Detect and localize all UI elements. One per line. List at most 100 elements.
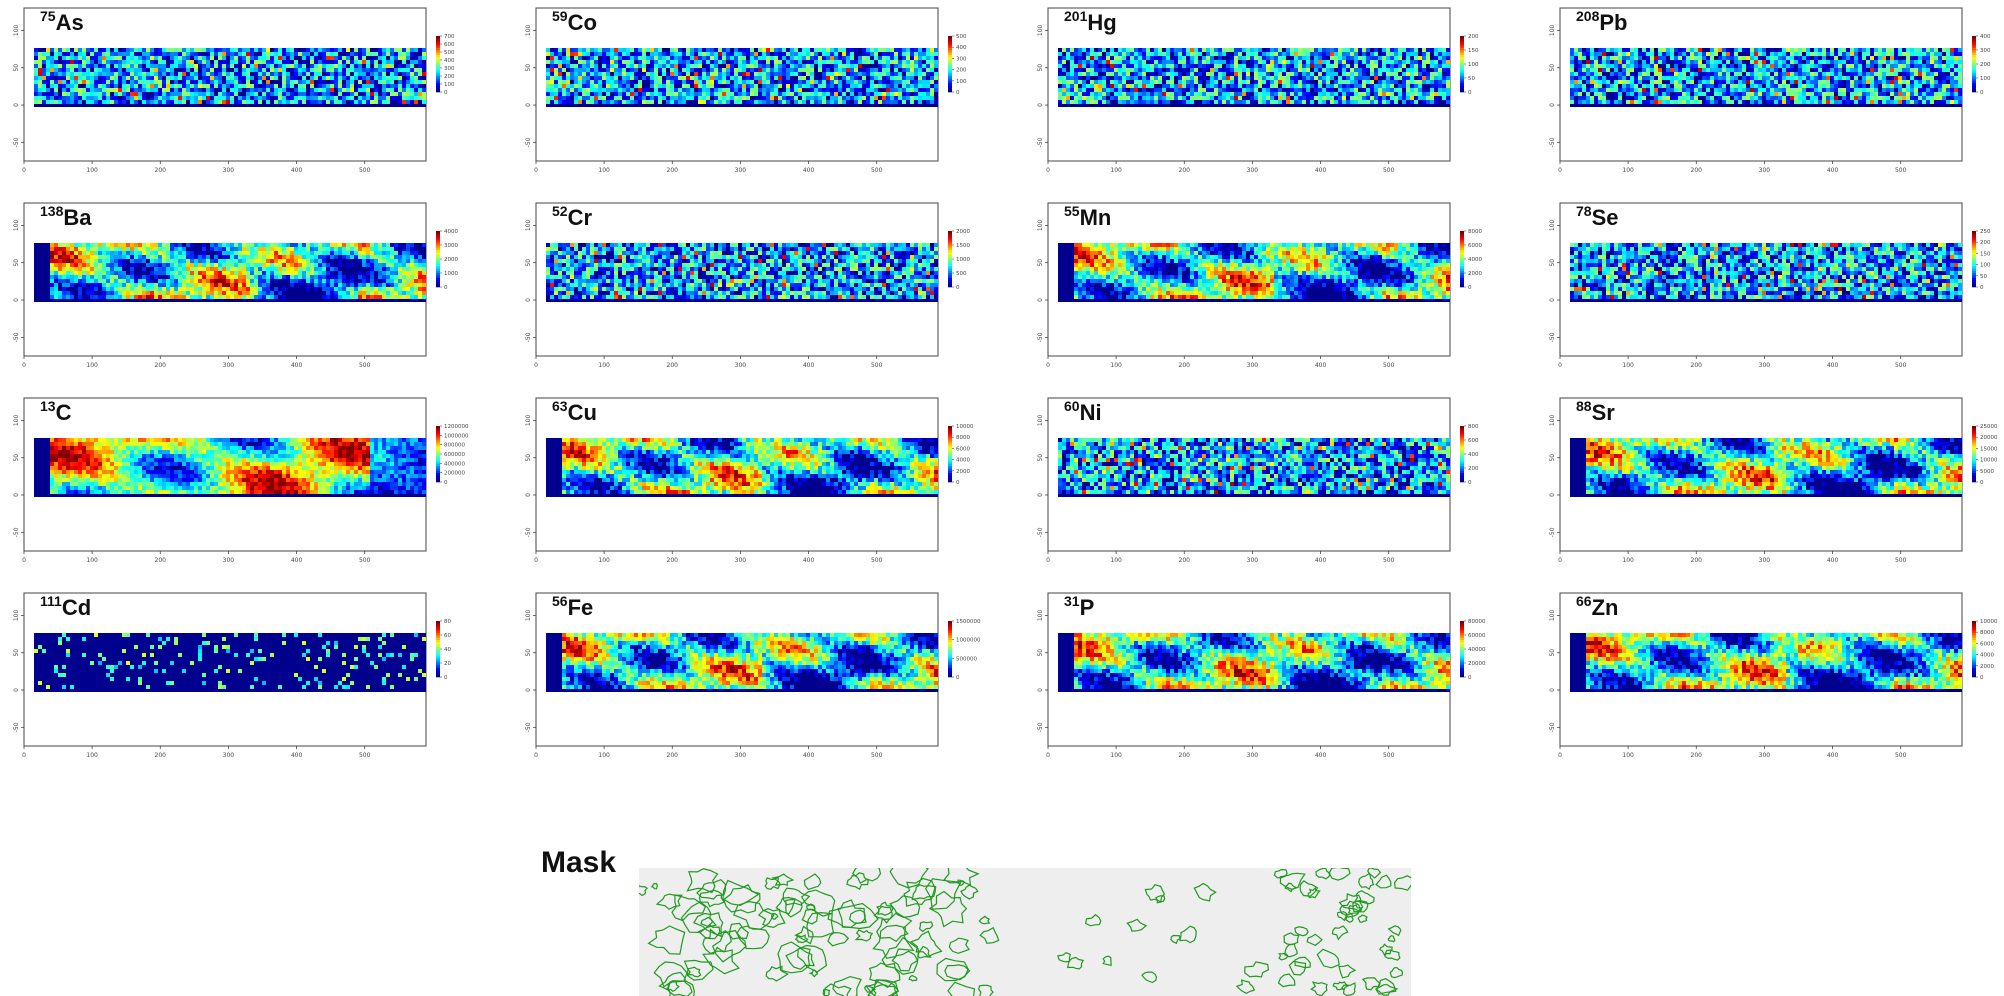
heat-cell — [1214, 64, 1218, 68]
heat-cell — [758, 80, 762, 84]
heat-cell — [142, 76, 146, 80]
x-tick-label: 200 — [667, 167, 679, 174]
heat-cell — [1266, 52, 1270, 56]
heat-cell — [1278, 56, 1282, 60]
heat-cell — [1798, 96, 1802, 100]
heat-cell — [1874, 52, 1878, 56]
heat-cell — [1070, 96, 1074, 100]
heat-cell — [1826, 84, 1830, 88]
heat-cell — [230, 64, 234, 68]
heat-cell — [1614, 48, 1618, 52]
heat-cell — [1790, 84, 1794, 88]
heat-cell — [1378, 80, 1382, 84]
heat-cell — [146, 80, 150, 84]
heat-cell — [1078, 68, 1082, 72]
heat-cell — [598, 52, 602, 56]
heat-cell — [1382, 72, 1386, 76]
heat-cell — [46, 52, 50, 56]
heat-cell — [1862, 56, 1866, 60]
heat-cell — [734, 68, 738, 72]
heat-cell — [1758, 88, 1762, 92]
heat-cell — [1838, 76, 1842, 80]
heat-cell — [318, 84, 322, 88]
heat-cell — [34, 96, 38, 100]
heat-cell — [270, 76, 274, 80]
heat-cell — [786, 100, 790, 104]
heat-cell — [1826, 92, 1830, 96]
heat-cell — [414, 92, 418, 96]
heat-cell — [1942, 48, 1946, 52]
heat-cell — [1950, 64, 1954, 68]
heat-cell — [758, 100, 762, 104]
heat-cell — [622, 48, 626, 52]
heat-cell — [1870, 64, 1874, 68]
heat-cell — [1914, 64, 1918, 68]
heat-cell — [734, 88, 738, 92]
heat-cell — [902, 92, 906, 96]
heat-cell — [202, 92, 206, 96]
heat-cell — [278, 68, 282, 72]
heat-cell — [222, 72, 226, 76]
heat-cell — [718, 56, 722, 60]
heat-cell — [1814, 76, 1818, 80]
heat-cell — [1094, 56, 1098, 60]
heat-cell — [398, 56, 402, 60]
heat-cell — [1230, 72, 1234, 76]
heat-cell — [754, 56, 758, 60]
heat-cell — [1418, 88, 1422, 92]
heat-cell — [146, 52, 150, 56]
heat-cell — [1354, 52, 1358, 56]
heat-cell — [74, 96, 78, 100]
heat-cell — [886, 48, 890, 52]
heat-cell — [1618, 56, 1622, 60]
heat-cell — [1798, 80, 1802, 84]
heat-cell — [898, 64, 902, 68]
heat-cell — [694, 96, 698, 100]
heat-cell — [714, 100, 718, 104]
heat-cell — [150, 96, 154, 100]
heat-cell — [1590, 72, 1594, 76]
heat-cell — [1162, 100, 1166, 104]
heat-cell — [1622, 56, 1626, 60]
heat-cell — [34, 64, 38, 68]
heat-cell — [622, 88, 626, 92]
heat-cell — [798, 84, 802, 88]
heat-cell — [902, 76, 906, 80]
heat-cell — [1166, 60, 1170, 64]
heat-cell — [1190, 80, 1194, 84]
heat-cell — [738, 56, 742, 60]
heat-cell — [886, 84, 890, 88]
heat-cell — [1890, 92, 1894, 96]
heat-cell — [590, 64, 594, 68]
heat-cell — [1270, 80, 1274, 84]
heat-cell — [914, 100, 918, 104]
heat-cell — [1398, 76, 1402, 80]
heat-cell — [1406, 92, 1410, 96]
heat-cell — [206, 52, 210, 56]
heat-cell — [706, 64, 710, 68]
heat-cell — [686, 84, 690, 88]
heat-cell — [1698, 72, 1702, 76]
heat-cell — [818, 56, 822, 60]
heat-cell — [1390, 68, 1394, 72]
heat-cell — [1666, 84, 1670, 88]
heat-cell — [1206, 72, 1210, 76]
heat-cell — [326, 52, 330, 56]
heat-cell — [1762, 92, 1766, 96]
heat-cell — [746, 84, 750, 88]
heat-cell — [286, 92, 290, 96]
heat-cell — [562, 60, 566, 64]
heat-cell — [174, 64, 178, 68]
heat-cell — [862, 60, 866, 64]
heat-cell — [1110, 68, 1114, 72]
heat-cell — [1818, 92, 1822, 96]
heat-cell — [558, 56, 562, 60]
heat-cell — [930, 52, 934, 56]
heat-cell — [1950, 92, 1954, 96]
heat-cell — [1122, 64, 1126, 68]
heat-cell — [1802, 84, 1806, 88]
heat-cell — [1630, 68, 1634, 72]
heat-cell — [1670, 52, 1674, 56]
heat-cell — [58, 76, 62, 80]
heat-cell — [1854, 60, 1858, 64]
